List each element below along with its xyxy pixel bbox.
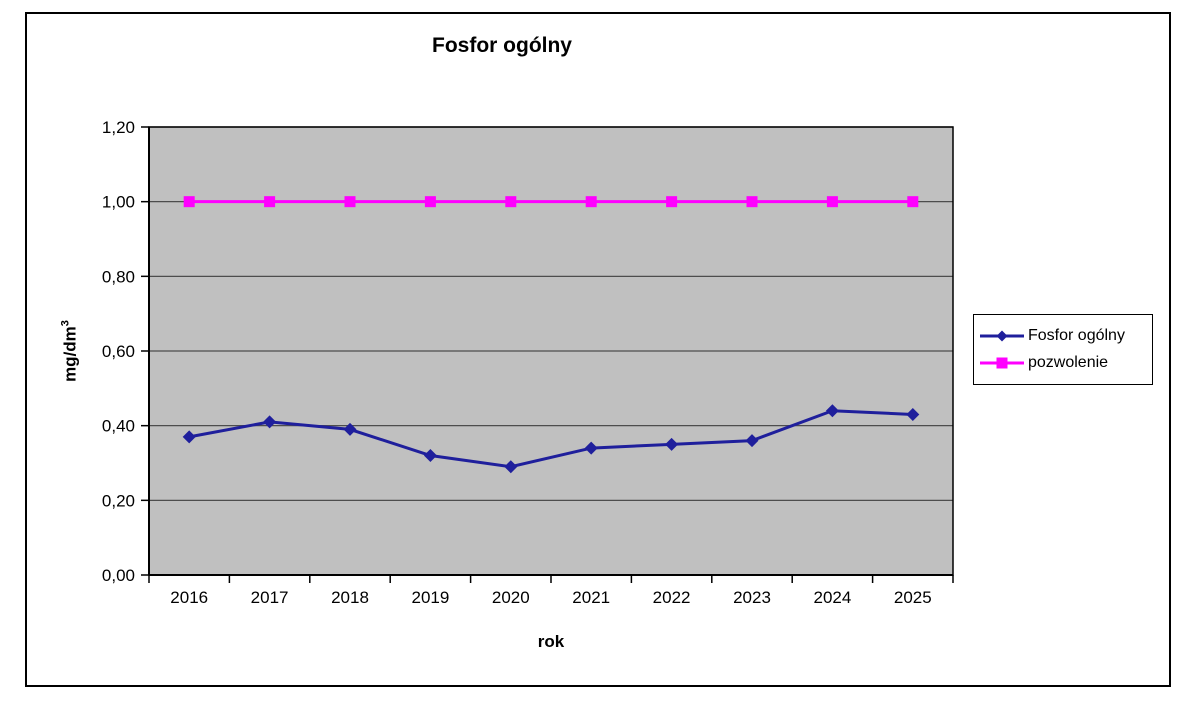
y-tick-label: 0,20 [102,491,135,510]
data-point-marker [585,196,597,208]
data-point-marker [343,422,357,436]
x-axis-title: rok [537,632,565,651]
legend: Fosfor ogólny pozwolenie [973,314,1153,385]
x-tick-label: 2017 [251,588,289,607]
y-tick-label: 0,60 [102,342,135,361]
data-point-marker [745,434,759,448]
x-tick-label: 2016 [170,588,208,607]
legend-item-fosfor-ogolny: Fosfor ogólny [978,327,1148,345]
y-axis-title-text: mg/dm [60,326,80,382]
data-point-marker [906,407,920,421]
y-tick-label: 0,40 [102,417,135,436]
data-point-marker [665,437,679,451]
y-axis-title-superscript: 3 [59,320,72,327]
legend-label: pozwolenie [1028,354,1109,371]
series-line-fosfor-ogolny [188,409,913,469]
data-point-marker [423,449,437,463]
chart-title: Fosfor ogólny [432,34,572,57]
x-tick-label: 2021 [572,588,610,607]
data-point-marker [504,460,518,474]
x-tick-label: 2023 [733,588,771,607]
chart-frame: 0,00 0,20 0,40 0,60 0,80 1,00 1,20 2016 2017 2018… [25,12,1171,687]
data-point-marker [584,441,598,455]
data-point-marker [746,196,758,208]
data-point-marker [344,196,356,208]
data-point-marker [666,196,678,208]
plot-area: 0,00 0,20 0,40 0,60 0,80 1,00 1,20 2016 2017 2018… [102,118,954,607]
data-point-marker [826,196,838,208]
x-tick-label: 2018 [331,588,369,607]
legend-label: Fosfor ogólny [1028,327,1125,344]
x-tick-label: 2024 [813,588,851,607]
y-tick-label: 0,00 [102,566,135,585]
data-point-marker [183,196,195,208]
data-point-marker [424,196,436,208]
data-point-marker [263,415,277,429]
y-axis-title: mg/dm3 [60,320,81,382]
data-point-marker [907,196,919,208]
legend-swatch-line-diamond-icon [980,330,1024,342]
y-tick-label: 0,80 [102,267,135,286]
x-tick-label: 2019 [411,588,449,607]
x-tick-label: 2022 [653,588,691,607]
y-tick-label: 1,00 [102,193,135,212]
data-point-marker [825,404,839,418]
data-point-marker [505,196,517,208]
legend-item-pozwolenie: pozwolenie [978,354,1148,372]
y-tick-label: 1,20 [102,118,135,137]
x-tick-label: 2025 [894,588,932,607]
data-point-marker [182,430,196,444]
data-point-marker [264,196,276,208]
x-tick-label: 2020 [492,588,530,607]
legend-swatch-line-square-icon [980,357,1024,369]
